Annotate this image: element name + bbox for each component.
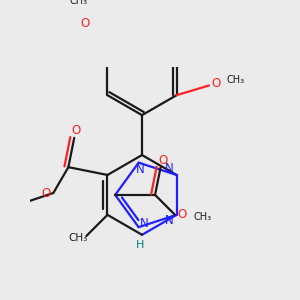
Text: CH₃: CH₃ <box>227 75 245 85</box>
Text: N: N <box>140 217 149 230</box>
Text: N: N <box>165 214 174 227</box>
Text: O: O <box>211 77 220 90</box>
Text: O: O <box>158 154 167 167</box>
Text: O: O <box>80 16 90 29</box>
Text: CH₃: CH₃ <box>194 212 212 222</box>
Text: N: N <box>136 163 145 176</box>
Text: O: O <box>177 208 187 221</box>
Text: O: O <box>41 187 51 200</box>
Text: H: H <box>136 240 144 250</box>
Text: CH₃: CH₃ <box>70 0 88 6</box>
Text: O: O <box>72 124 81 137</box>
Text: CH₃: CH₃ <box>68 233 87 243</box>
Text: N: N <box>165 163 174 176</box>
